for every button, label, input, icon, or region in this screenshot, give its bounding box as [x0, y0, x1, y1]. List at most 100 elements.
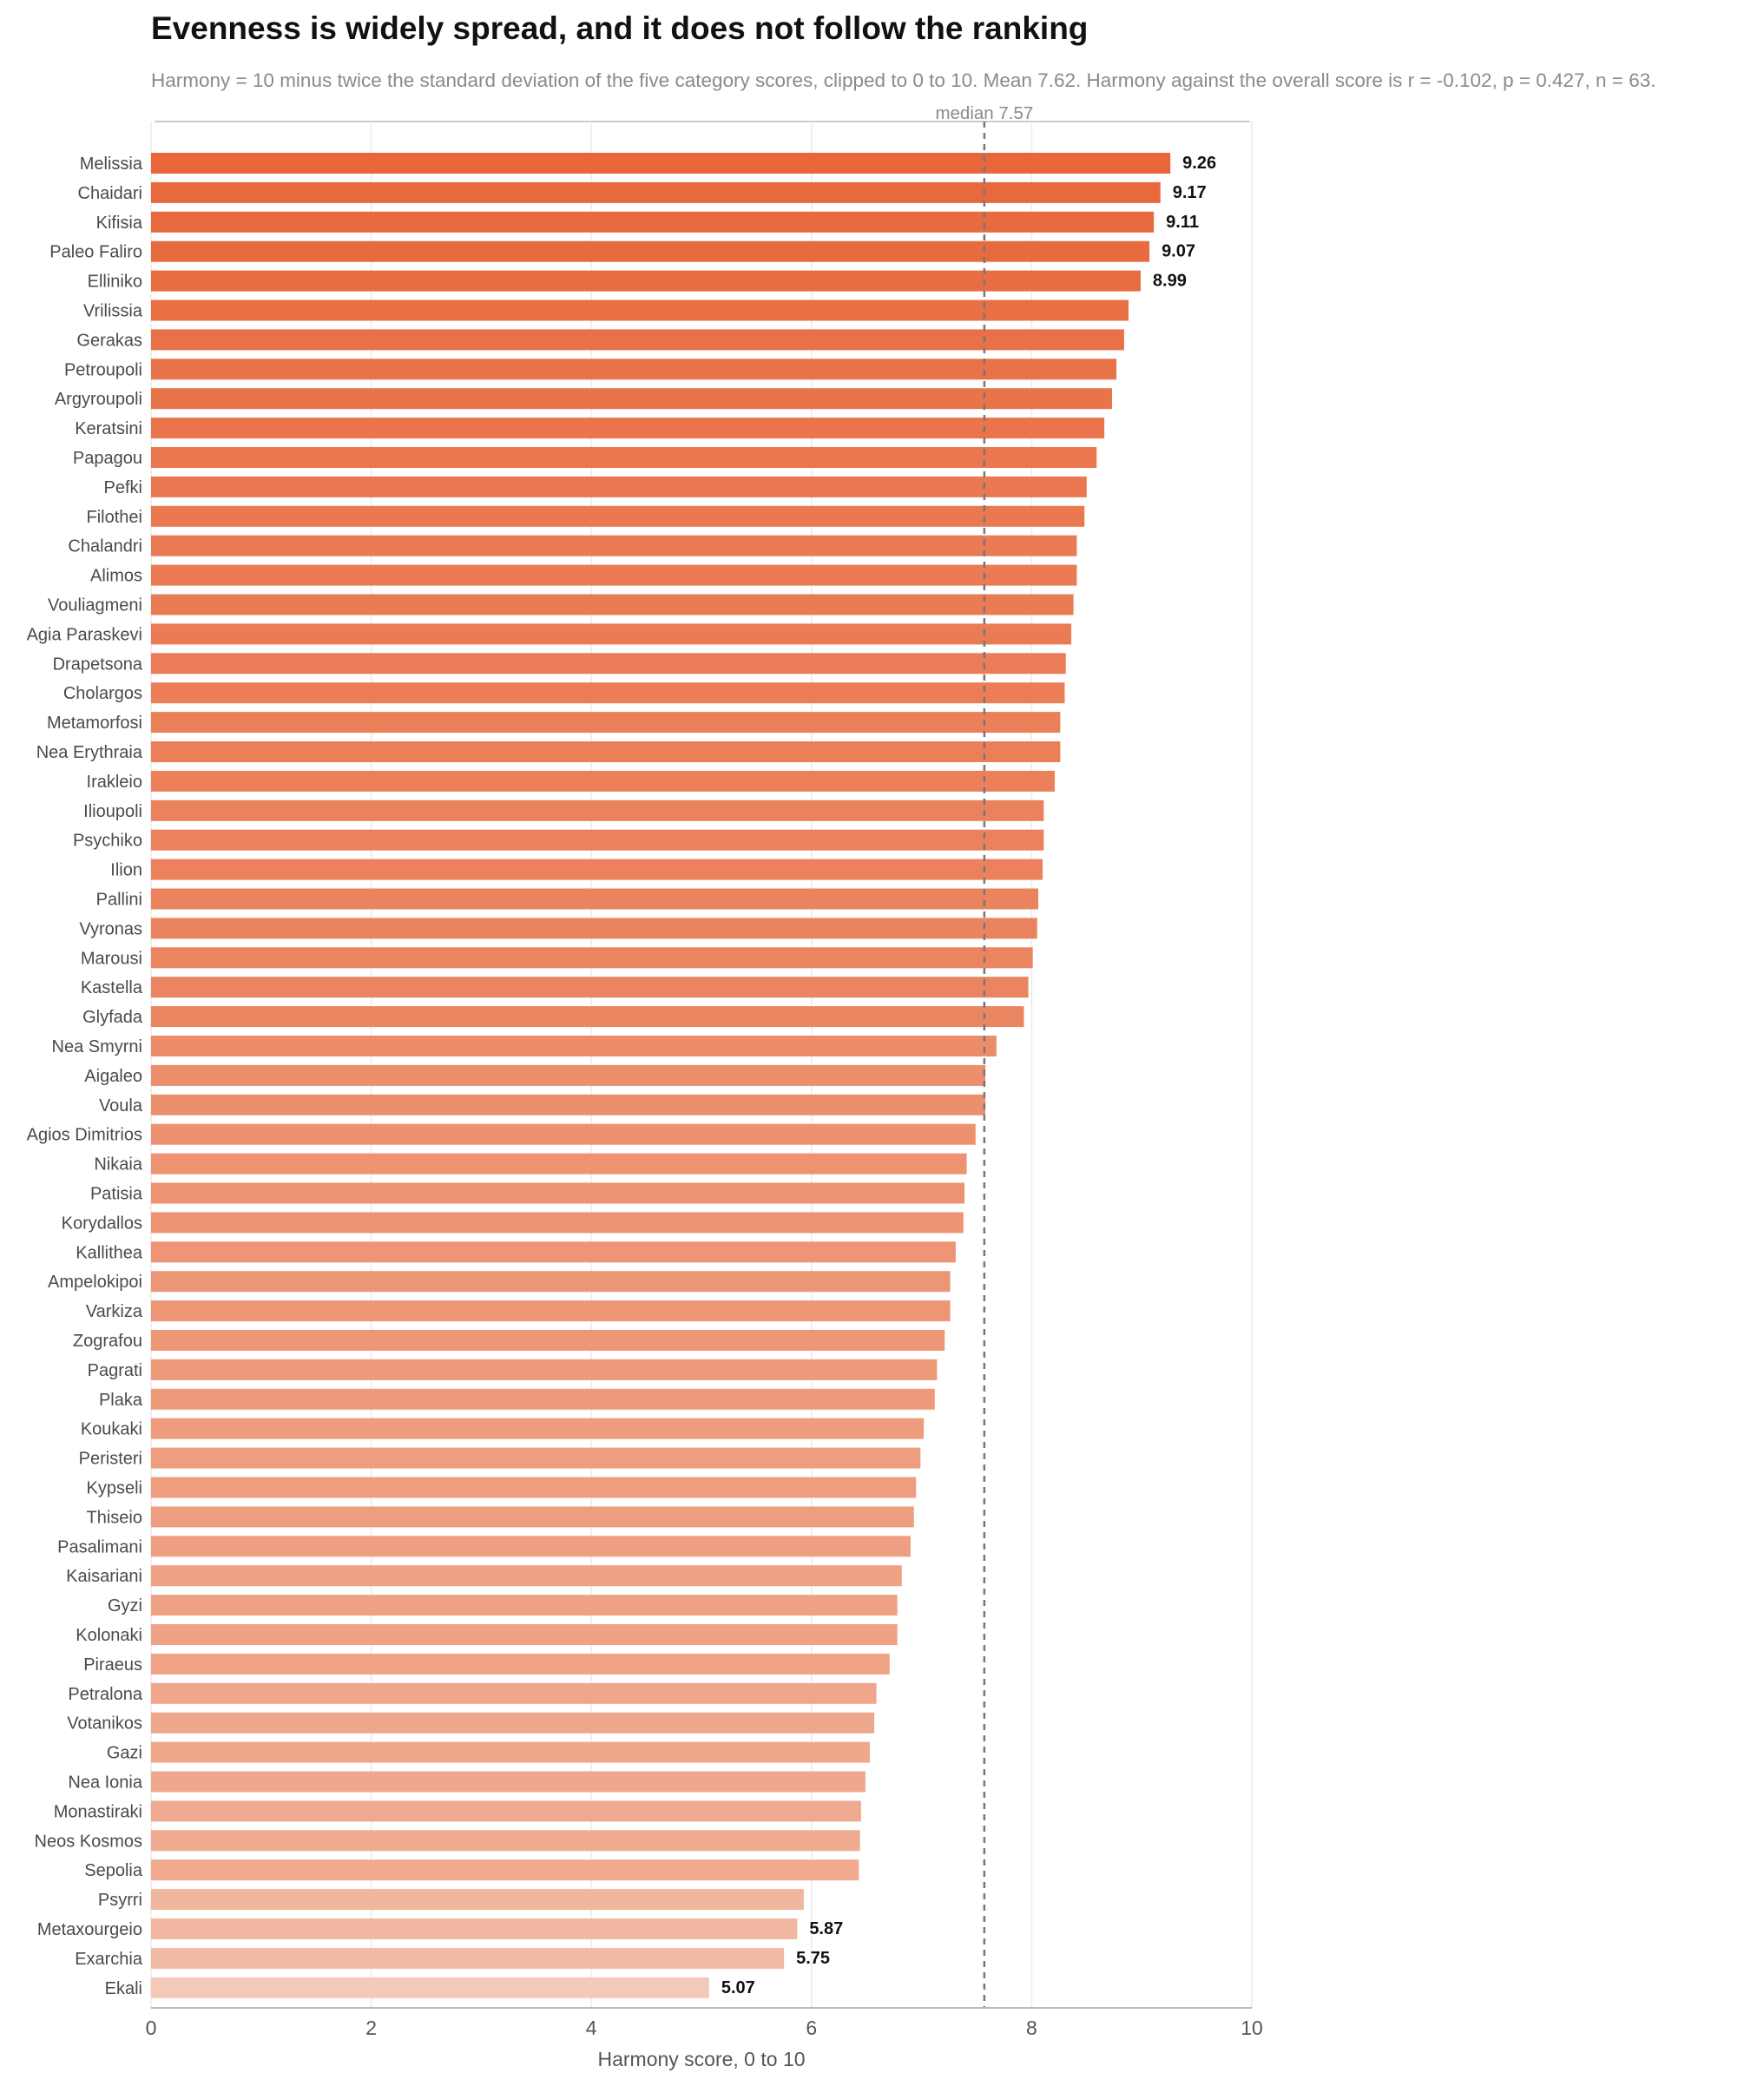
- bar: [151, 418, 1105, 439]
- category-label: Paleo Faliro: [49, 243, 142, 262]
- bar: [151, 1771, 866, 1793]
- category-label: Thiseio: [87, 1508, 142, 1527]
- x-tick-label: 4: [586, 2017, 597, 2039]
- bar: [151, 1036, 997, 1056]
- category-label: Pefki: [104, 478, 142, 497]
- category-label: Zografou: [73, 1332, 142, 1351]
- bar: [151, 1153, 967, 1175]
- category-label: Nea Ionia: [68, 1773, 142, 1793]
- bar: [151, 1800, 861, 1822]
- bar: [151, 1565, 902, 1587]
- category-label: Aigaleo: [84, 1067, 142, 1086]
- category-label: Kastella: [81, 978, 143, 997]
- category-label: Varkiza: [86, 1302, 143, 1321]
- bar: [151, 1182, 965, 1204]
- bar: [151, 800, 1044, 821]
- category-label: Pallini: [96, 891, 142, 910]
- bar: [151, 1359, 938, 1380]
- bar: [151, 1595, 898, 1616]
- category-label: Irakleio: [87, 773, 142, 792]
- category-label: Vrilissia: [83, 302, 143, 321]
- x-tick-label: 0: [146, 2017, 157, 2039]
- bar: [151, 1447, 921, 1469]
- category-label: Nikaia: [94, 1155, 142, 1175]
- bar: [151, 181, 1161, 203]
- category-label: Petralona: [68, 1685, 142, 1704]
- bar: [151, 1947, 785, 1969]
- bar: [151, 564, 1077, 586]
- bar: [151, 211, 1155, 233]
- bar: [151, 388, 1112, 410]
- data-label: 9.26: [1182, 154, 1216, 173]
- category-label: Agios Dimitrios: [27, 1126, 142, 1145]
- bar: [151, 888, 1039, 910]
- data-label: 9.17: [1173, 183, 1207, 202]
- x-tick-label: 10: [1241, 2017, 1263, 2039]
- category-label: Glyfada: [82, 1008, 143, 1027]
- bar: [151, 1918, 798, 1939]
- category-label: Kaisariani: [66, 1567, 142, 1586]
- bar: [151, 712, 1061, 734]
- bar: [151, 1271, 951, 1293]
- data-label: 9.11: [1166, 213, 1199, 232]
- bar: [151, 1712, 875, 1734]
- category-label: Vouliagmeni: [48, 596, 142, 615]
- bar: [151, 741, 1061, 762]
- category-label: Drapetsona: [53, 655, 143, 674]
- bar: [151, 1682, 877, 1704]
- x-axis-title: Harmony score, 0 to 10: [597, 2048, 805, 2070]
- x-tick-label: 2: [365, 2017, 377, 2039]
- bar: [151, 1418, 925, 1439]
- category-label: Piraeus: [83, 1655, 142, 1675]
- category-label: Exarchia: [75, 1950, 143, 1969]
- x-axis: 0 2 4 6 8 10 Harmony score, 0 to 10: [146, 2007, 1263, 2070]
- bar: [151, 359, 1117, 380]
- bar: [151, 1653, 890, 1675]
- category-label: Metamorfosi: [47, 714, 142, 733]
- category-label: Pasalimani: [57, 1537, 142, 1556]
- data-label: 9.07: [1162, 242, 1195, 261]
- category-label: Melissia: [80, 155, 143, 174]
- category-label: Gyzi: [108, 1596, 142, 1615]
- bar: [151, 1241, 956, 1263]
- category-label: Monastiraki: [54, 1802, 142, 1821]
- bar: [151, 829, 1044, 851]
- data-label: 8.99: [1153, 272, 1187, 291]
- bar: [151, 947, 1033, 969]
- category-label: Elliniko: [88, 273, 142, 292]
- bar: [151, 535, 1077, 556]
- bar: [151, 447, 1097, 468]
- bars: Melissia 9.26 Chaidari 9.17 Kifisia 9.11 Paleo…: [27, 153, 1216, 1998]
- category-label: Gerakas: [76, 331, 142, 350]
- category-label: Nea Erythraia: [36, 743, 143, 762]
- category-label: Neos Kosmos: [35, 1832, 143, 1851]
- bar: [151, 476, 1087, 497]
- bar: [151, 1388, 935, 1410]
- category-label: Filothei: [87, 508, 142, 527]
- bar: [151, 299, 1129, 321]
- category-label: Kypseli: [87, 1479, 142, 1498]
- category-label: Pagrati: [88, 1361, 142, 1380]
- bar: [151, 1300, 951, 1322]
- category-label: Alimos: [90, 567, 142, 586]
- bar: [151, 770, 1056, 792]
- category-label: Korydallos: [62, 1214, 142, 1233]
- median-label: median 7.57: [935, 103, 1033, 123]
- bar: [151, 240, 1150, 262]
- bar: [151, 1006, 1024, 1028]
- bar: [151, 1830, 860, 1852]
- category-label: Chaidari: [78, 184, 142, 203]
- category-label: Ilioupoli: [83, 802, 142, 821]
- bar: [151, 859, 1043, 880]
- category-label: Koukaki: [81, 1420, 142, 1439]
- category-label: Petroupoli: [64, 360, 142, 379]
- bar: [151, 1064, 986, 1086]
- category-label: Ampelokipoi: [48, 1273, 142, 1292]
- bar: [151, 1330, 945, 1351]
- category-label: Keratsini: [75, 419, 142, 438]
- bar: [151, 270, 1141, 292]
- bar: [151, 1977, 709, 1998]
- category-label: Agia Paraskevi: [27, 625, 142, 644]
